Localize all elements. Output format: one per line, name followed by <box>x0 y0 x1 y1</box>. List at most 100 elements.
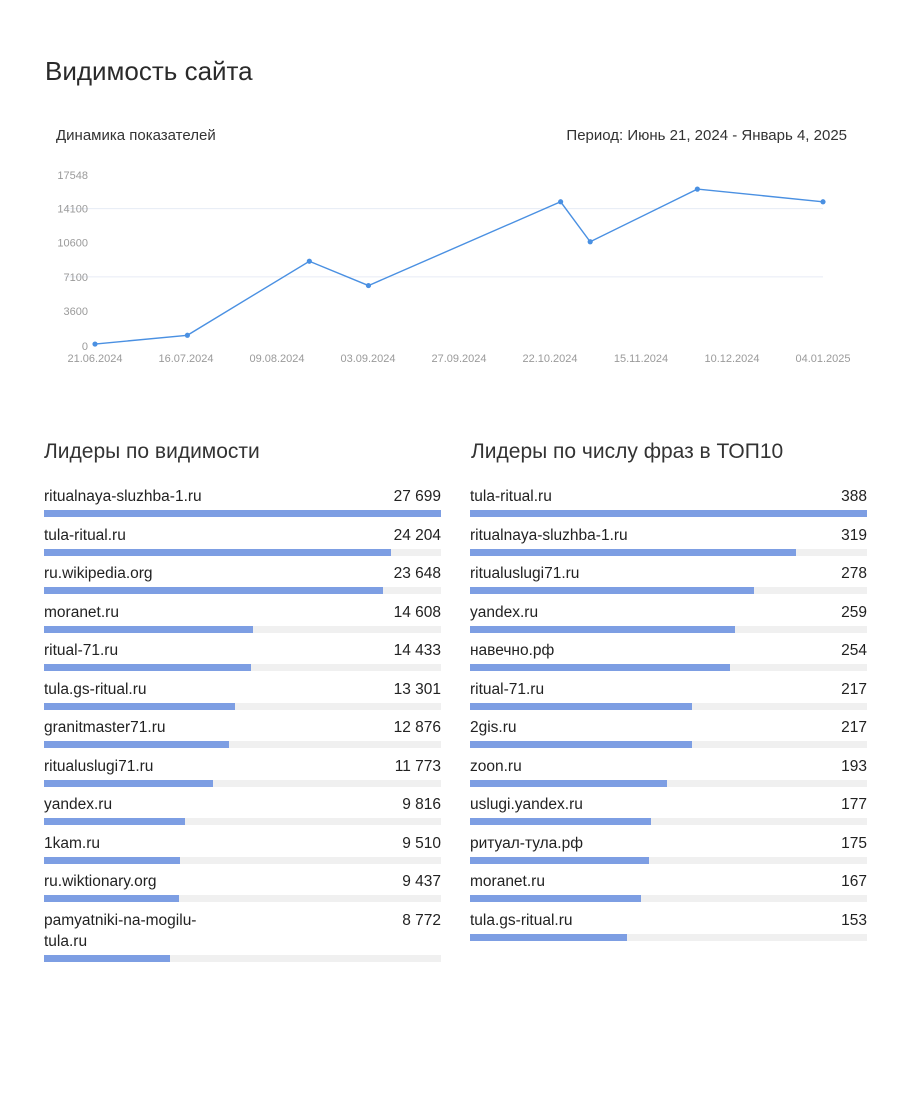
leader-domain[interactable]: zoon.ru <box>470 757 522 775</box>
leader-domain[interactable]: ru.wikipedia.org <box>44 565 153 582</box>
leader-domain[interactable]: moranet.ru <box>470 873 545 890</box>
data-point[interactable] <box>820 199 826 205</box>
top10-leaders-title: Лидеры по числу фраз в ТОП10 <box>471 440 784 463</box>
x-tick-label: 03.09.2024 <box>340 353 395 365</box>
leader-domain[interactable]: ritualuslugi71.ru <box>44 757 154 775</box>
leader-row: tula.gs-ritual.ru 153 <box>470 910 867 941</box>
leader-value: 9 510 <box>402 834 441 852</box>
leader-value: 254 <box>841 642 867 659</box>
leader-value: 14 433 <box>393 642 441 659</box>
bar-track <box>44 856 441 864</box>
leader-value: 11 773 <box>394 757 441 775</box>
leader-domain[interactable]: tula.gs-ritual.ru <box>470 911 573 929</box>
bar-fill <box>44 664 251 671</box>
leader-row: uslugi.yandex.ru 177 <box>470 794 867 825</box>
data-point[interactable] <box>306 258 312 264</box>
top10-leaders-list: tula-ritual.ru 388 ritualnaya-sluzhba-1.ru… <box>470 486 867 948</box>
leader-domain[interactable]: pamyatniki-na-mogilu-tula.ru <box>44 911 197 950</box>
leader-domain[interactable]: ritual-71.ru <box>44 642 119 659</box>
x-tick-label: 22.10.2024 <box>522 353 577 365</box>
bar-fill <box>470 741 693 748</box>
bar-fill <box>470 664 730 671</box>
bar-track <box>44 895 441 902</box>
leader-row: ritualuslugi71.ru 278 <box>470 563 867 594</box>
x-tick-label: 21.06.2024 <box>67 353 122 365</box>
bar-track <box>470 856 867 864</box>
y-tick-label: 3600 <box>64 306 88 318</box>
leader-value: 27 699 <box>393 488 441 505</box>
leader-value: 23 648 <box>393 565 441 582</box>
leader-domain[interactable]: ritualnaya-sluzhba-1.ru <box>470 526 628 544</box>
bar-fill <box>470 779 668 787</box>
leader-domain[interactable]: uslugi.yandex.ru <box>470 796 583 813</box>
x-tick-label: 04.01.2025 <box>795 353 850 365</box>
leader-domain[interactable]: yandex.ru <box>44 796 113 813</box>
chart-period: Период: Июнь 21, 2024 - Январь 4, 2025 <box>566 127 847 144</box>
leader-row: zoon.ru 193 <box>470 756 867 787</box>
data-point[interactable] <box>92 341 98 347</box>
leader-domain[interactable]: tula.gs-ritual.ru <box>44 680 147 698</box>
x-tick-label: 15.11.2024 <box>614 353 668 365</box>
leader-row: tula-ritual.ru 388 <box>470 486 867 517</box>
leader-value: 9 437 <box>402 873 441 890</box>
leader-domain[interactable]: granitmaster71.ru <box>44 719 166 736</box>
leader-value: 177 <box>841 796 867 813</box>
leader-domain[interactable]: moranet.ru <box>44 603 119 621</box>
visibility-leaders-title: Лидеры по видимости <box>44 440 260 463</box>
leader-value: 259 <box>841 603 867 621</box>
leader-row: moranet.ru 167 <box>470 871 867 902</box>
y-tick-label: 10600 <box>57 238 88 250</box>
data-point[interactable] <box>365 282 372 289</box>
leader-row: ru.wikipedia.org 23 648 <box>44 563 441 594</box>
leader-row: yandex.ru 259 <box>470 602 867 633</box>
bar-track <box>470 818 867 825</box>
leader-domain[interactable]: 1kam.ru <box>44 834 100 852</box>
leader-row: ritual-71.ru 14 433 <box>44 640 441 671</box>
leader-domain[interactable]: ritualuslugi71.ru <box>470 565 580 582</box>
page-title: Видимость сайта <box>45 56 253 86</box>
leader-row: moranet.ru 14 608 <box>44 602 441 633</box>
bar-fill <box>470 548 797 556</box>
data-point[interactable] <box>184 332 190 338</box>
bar-fill <box>44 510 441 517</box>
bar-fill <box>44 779 213 787</box>
leader-domain[interactable]: tula-ritual.ru <box>470 488 552 505</box>
bar-fill <box>44 587 383 594</box>
leader-value: 12 876 <box>393 719 441 736</box>
leader-domain[interactable]: tula-ritual.ru <box>44 526 126 544</box>
leader-domain[interactable]: yandex.ru <box>470 603 539 621</box>
bar-track <box>44 954 441 962</box>
bar-track <box>44 779 441 787</box>
leader-value: 217 <box>841 680 867 698</box>
bar-track <box>44 741 441 748</box>
leader-row: ритуал-тула.рф 175 <box>470 833 867 864</box>
leader-value: 13 301 <box>393 680 441 698</box>
data-point[interactable] <box>587 239 593 245</box>
data-point[interactable] <box>694 186 700 192</box>
leader-row: ritualnaya-sluzhba-1.ru 27 699 <box>44 486 441 517</box>
bar-track <box>470 510 867 517</box>
bar-fill <box>470 587 755 594</box>
y-tick-label: 14100 <box>57 204 88 216</box>
bar-track <box>44 548 441 556</box>
leader-value: 388 <box>841 488 867 505</box>
leader-value: 217 <box>841 719 867 736</box>
leader-value: 319 <box>841 526 867 544</box>
leader-value: 9 816 <box>402 796 441 813</box>
leader-domain[interactable]: 2gis.ru <box>470 719 517 736</box>
leader-row: tula.gs-ritual.ru 13 301 <box>44 679 441 710</box>
leader-domain[interactable]: ritual-71.ru <box>470 680 545 698</box>
leader-domain[interactable]: навечно.рф <box>470 642 555 659</box>
leader-value: 14 608 <box>393 603 441 621</box>
leader-value: 167 <box>841 873 867 890</box>
data-point[interactable] <box>558 199 564 205</box>
leader-row: yandex.ru 9 816 <box>44 794 441 825</box>
bar-track <box>44 587 441 594</box>
bar-track <box>470 779 867 787</box>
leader-domain[interactable]: ритуал-тула.рф <box>470 834 583 852</box>
leader-domain[interactable]: ru.wiktionary.org <box>44 873 157 890</box>
bar-fill <box>44 954 170 962</box>
leader-domain[interactable]: ritualnaya-sluzhba-1.ru <box>44 488 202 505</box>
visibility-leaders-list: ritualnaya-sluzhba-1.ru 27 699 tula-ritual… <box>44 486 441 969</box>
bar-track <box>470 625 867 633</box>
